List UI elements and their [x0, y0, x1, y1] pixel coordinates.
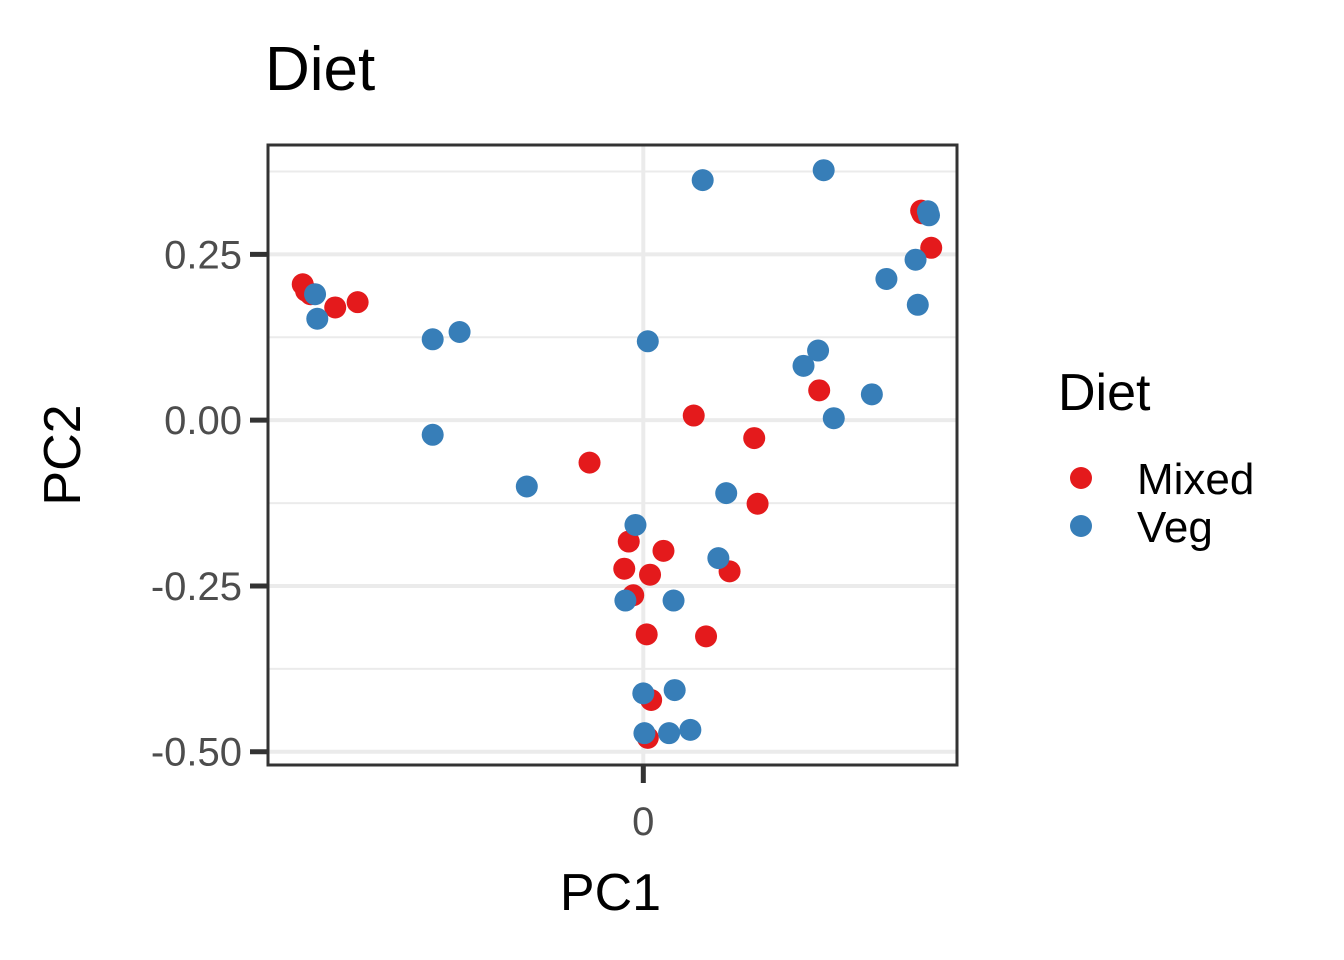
data-point-veg: [636, 330, 659, 353]
data-point-veg: [663, 679, 686, 702]
data-point-veg: [679, 718, 702, 741]
data-point-mixed: [746, 492, 769, 515]
data-point-veg: [812, 159, 835, 182]
data-point-veg: [515, 475, 538, 498]
axes: 0.25 0.00 -0.25 -0.50 0: [151, 233, 655, 844]
data-point-mixed: [324, 296, 347, 319]
data-point-veg: [632, 682, 655, 705]
legend-key-mixed: [1070, 467, 1092, 489]
legend-label-veg: Veg: [1137, 503, 1213, 552]
data-point-veg: [822, 407, 845, 430]
grid: [268, 145, 957, 765]
data-point-veg: [624, 513, 647, 536]
data-point-mixed: [652, 539, 675, 562]
data-point-mixed: [578, 451, 601, 474]
data-point-veg: [614, 589, 637, 612]
data-point-mixed: [808, 379, 831, 402]
y-tick-label: -0.25: [151, 565, 242, 609]
data-point-mixed: [613, 557, 636, 580]
data-point-mixed: [617, 530, 640, 553]
data-point-veg: [662, 589, 685, 612]
data-point-mixed: [743, 427, 766, 450]
data-point-veg: [306, 307, 329, 330]
x-tick-label: 0: [632, 800, 654, 844]
data-point-mixed: [682, 404, 705, 427]
y-tick-label: 0.25: [164, 233, 242, 277]
data-point-veg: [904, 248, 927, 271]
data-point-mixed: [695, 625, 718, 648]
data-point-veg: [792, 354, 815, 377]
plot-panel-border: [266, 143, 959, 767]
data-point-veg: [875, 267, 898, 290]
y-axis-title: PC2: [34, 404, 92, 505]
chart-title: Diet: [265, 35, 375, 104]
data-point-veg: [917, 204, 940, 227]
data-point-mixed: [635, 623, 658, 646]
data-point-veg: [633, 722, 656, 745]
data-point-veg: [707, 547, 730, 570]
y-tick-label: -0.50: [151, 731, 242, 775]
data-point-veg: [448, 320, 471, 343]
data-point-veg: [421, 423, 444, 446]
data-point-veg: [807, 339, 830, 362]
data-point-veg: [691, 169, 714, 192]
data-point-veg: [421, 328, 444, 351]
data-point-veg: [715, 482, 738, 505]
data-point-veg: [304, 283, 327, 306]
data-point-veg: [658, 722, 681, 745]
legend-key-veg: [1070, 515, 1092, 537]
legend-label-mixed: Mixed: [1137, 455, 1254, 504]
data-point-veg: [860, 383, 883, 406]
data-point-mixed: [639, 563, 662, 586]
x-axis-title: PC1: [560, 864, 661, 922]
legend-title: Diet: [1058, 364, 1151, 422]
y-tick-label: 0.00: [164, 399, 242, 443]
data-point-mixed: [920, 236, 943, 259]
data-point-mixed: [346, 291, 369, 314]
data-point-veg: [906, 293, 929, 316]
data-points: [291, 159, 943, 749]
